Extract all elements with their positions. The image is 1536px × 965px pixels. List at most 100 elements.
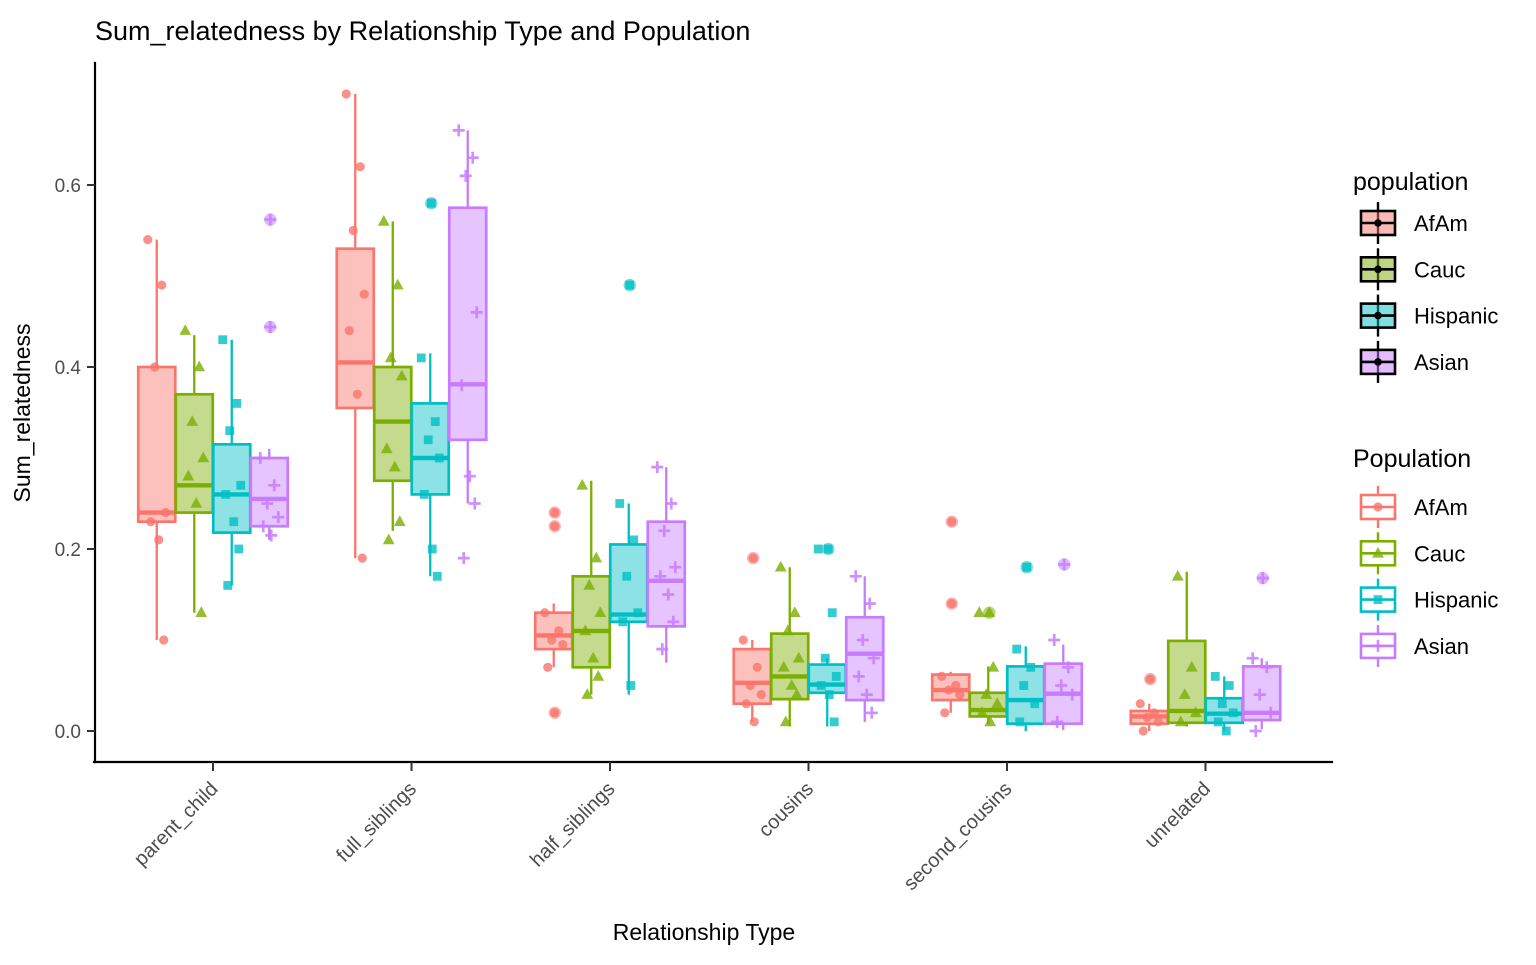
legend1-entry-afam: AfAm bbox=[1359, 202, 1468, 244]
outlier-marker bbox=[1145, 674, 1155, 684]
jitter-points-cauc-unrelated bbox=[1171, 569, 1202, 727]
data-point bbox=[268, 479, 281, 492]
data-point bbox=[352, 389, 362, 399]
boxplot-hispanic-unrelated bbox=[1204, 672, 1245, 736]
boxplot-asian-full_siblings bbox=[447, 124, 488, 565]
data-point bbox=[232, 399, 242, 408]
boxplot-hispanic-full_siblings bbox=[410, 197, 451, 581]
boxplot-asian-half_siblings bbox=[646, 461, 687, 663]
data-point bbox=[1030, 699, 1040, 709]
data-point bbox=[182, 469, 195, 481]
data-point bbox=[355, 162, 365, 172]
boxplot-asian-parent_child bbox=[249, 213, 290, 542]
jitter-points-asian-full_siblings bbox=[452, 124, 483, 565]
data-point bbox=[576, 478, 589, 490]
y-tick-label: 0.2 bbox=[55, 540, 81, 561]
data-point bbox=[829, 717, 839, 727]
legend-key-marker bbox=[1372, 639, 1384, 652]
data-point bbox=[633, 608, 643, 618]
jitter-points-afam-second_cousins bbox=[937, 671, 965, 718]
data-point bbox=[618, 617, 628, 627]
outlier-marker bbox=[550, 708, 560, 718]
data-point bbox=[159, 635, 169, 645]
data-point bbox=[430, 417, 440, 426]
data-point bbox=[265, 529, 278, 542]
data-point bbox=[455, 379, 468, 392]
series-afam bbox=[136, 89, 1170, 736]
data-point bbox=[581, 688, 594, 699]
data-point bbox=[1149, 708, 1159, 718]
data-point bbox=[592, 670, 605, 681]
outlier-marker bbox=[983, 606, 996, 617]
data-point bbox=[272, 511, 285, 524]
data-point bbox=[587, 651, 600, 663]
legend-key-dot bbox=[1374, 311, 1382, 320]
data-point bbox=[190, 497, 203, 508]
outlier-marker bbox=[264, 320, 277, 333]
data-point bbox=[781, 624, 794, 636]
outlier-marker bbox=[426, 198, 436, 208]
legend-title: population bbox=[1353, 168, 1468, 196]
jitter-points-hispanic-unrelated bbox=[1210, 672, 1238, 736]
iqr-box bbox=[136, 365, 177, 524]
data-point bbox=[665, 497, 678, 510]
outlier-marker bbox=[823, 544, 833, 554]
jitter-points-cauc-full_siblings bbox=[377, 215, 408, 545]
data-point bbox=[777, 660, 790, 672]
data-point bbox=[197, 451, 210, 463]
iqr-box bbox=[335, 247, 376, 410]
data-point bbox=[1217, 699, 1227, 709]
data-point bbox=[395, 369, 408, 381]
outlier-marker bbox=[550, 521, 560, 531]
data-point bbox=[867, 652, 880, 665]
legend-entry-label: AfAm bbox=[1414, 495, 1468, 520]
y-tick-label: 0.0 bbox=[55, 722, 81, 743]
data-point bbox=[543, 662, 553, 672]
boxplot-cauc-unrelated bbox=[1166, 569, 1207, 727]
legend-entry-label: Asian bbox=[1414, 350, 1469, 375]
data-point bbox=[452, 124, 465, 137]
data-point bbox=[1178, 688, 1191, 699]
data-point bbox=[388, 460, 401, 472]
data-point bbox=[863, 597, 876, 610]
legend-population-filled: population AfAm Cauc Hispanic Asian bbox=[1353, 168, 1498, 383]
legend2-entry-cauc: Cauc bbox=[1359, 532, 1465, 575]
data-point bbox=[457, 552, 470, 565]
data-point bbox=[1260, 661, 1273, 674]
series-asian bbox=[249, 124, 1282, 737]
data-point bbox=[1012, 644, 1022, 654]
boxplot-afam-second_cousins bbox=[930, 515, 971, 718]
data-point bbox=[143, 235, 153, 245]
data-point bbox=[594, 606, 607, 617]
legend2-entry-asian: Asian bbox=[1359, 624, 1469, 667]
series-cauc bbox=[174, 215, 1207, 727]
legend2-entry-afam: AfAm bbox=[1359, 486, 1468, 528]
chart-title: Sum_relatedness by Relationship Type and… bbox=[95, 16, 750, 46]
data-point bbox=[236, 480, 246, 490]
series-hispanic bbox=[211, 197, 1245, 736]
data-point bbox=[195, 606, 208, 617]
data-point bbox=[225, 426, 235, 436]
data-point bbox=[741, 699, 751, 709]
data-point bbox=[1213, 717, 1223, 727]
data-point bbox=[658, 524, 671, 537]
data-point bbox=[816, 681, 826, 690]
data-point bbox=[393, 515, 406, 526]
y-tick-label: 0.6 bbox=[55, 176, 81, 197]
jitter-points-hispanic-second_cousins bbox=[1012, 644, 1040, 727]
data-point bbox=[391, 278, 404, 290]
legend-title: Population bbox=[1353, 445, 1471, 473]
legend-entry-label: Cauc bbox=[1414, 541, 1465, 566]
data-point bbox=[752, 662, 762, 672]
jitter-points-cauc-parent_child bbox=[179, 324, 210, 617]
data-point bbox=[852, 670, 865, 683]
data-point bbox=[1138, 726, 1148, 736]
legend1-entry-hispanic: Hispanic bbox=[1359, 294, 1498, 337]
legend-entry-label: Hispanic bbox=[1414, 588, 1498, 613]
data-point bbox=[669, 561, 682, 574]
jitter-points-afam-half_siblings bbox=[540, 608, 568, 672]
jitter-points-hispanic-half_siblings bbox=[615, 499, 643, 690]
data-point bbox=[1228, 708, 1238, 718]
data-point bbox=[785, 679, 798, 690]
